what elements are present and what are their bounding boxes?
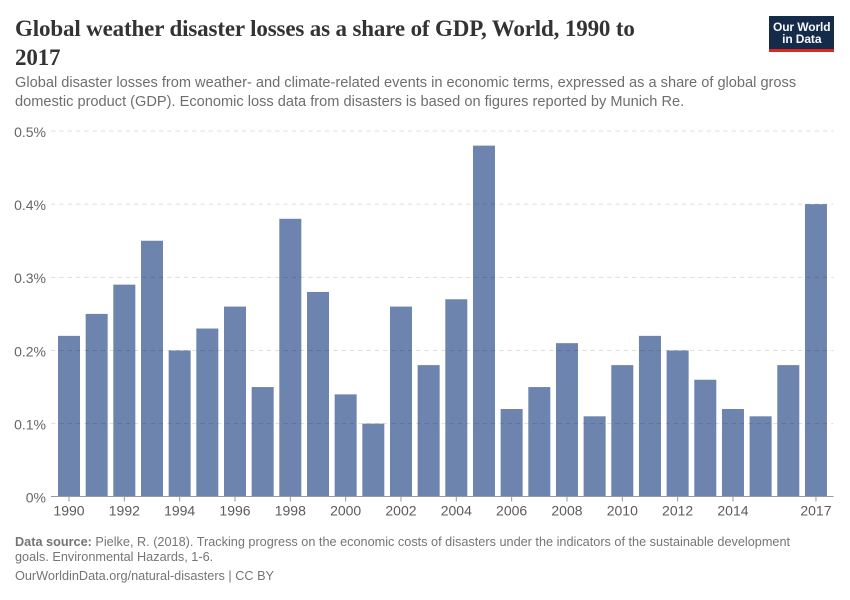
svg-text:0.2%: 0.2% bbox=[14, 343, 46, 359]
svg-text:2008: 2008 bbox=[551, 503, 582, 519]
svg-text:2010: 2010 bbox=[607, 503, 638, 519]
svg-text:1998: 1998 bbox=[275, 503, 306, 519]
svg-text:0.1%: 0.1% bbox=[14, 416, 46, 432]
svg-text:1994: 1994 bbox=[164, 503, 195, 519]
svg-text:2002: 2002 bbox=[385, 503, 416, 519]
svg-text:1990: 1990 bbox=[53, 503, 84, 519]
svg-text:2017: 2017 bbox=[800, 503, 831, 519]
svg-text:2006: 2006 bbox=[496, 503, 527, 519]
svg-text:0.5%: 0.5% bbox=[14, 124, 46, 140]
svg-text:2004: 2004 bbox=[441, 503, 472, 519]
svg-text:2014: 2014 bbox=[717, 503, 748, 519]
svg-text:0.4%: 0.4% bbox=[14, 197, 46, 213]
svg-text:0.3%: 0.3% bbox=[14, 270, 46, 286]
svg-text:2000: 2000 bbox=[330, 503, 361, 519]
svg-text:1992: 1992 bbox=[109, 503, 140, 519]
svg-text:0%: 0% bbox=[26, 490, 46, 506]
svg-text:2012: 2012 bbox=[662, 503, 693, 519]
svg-text:1996: 1996 bbox=[219, 503, 250, 519]
